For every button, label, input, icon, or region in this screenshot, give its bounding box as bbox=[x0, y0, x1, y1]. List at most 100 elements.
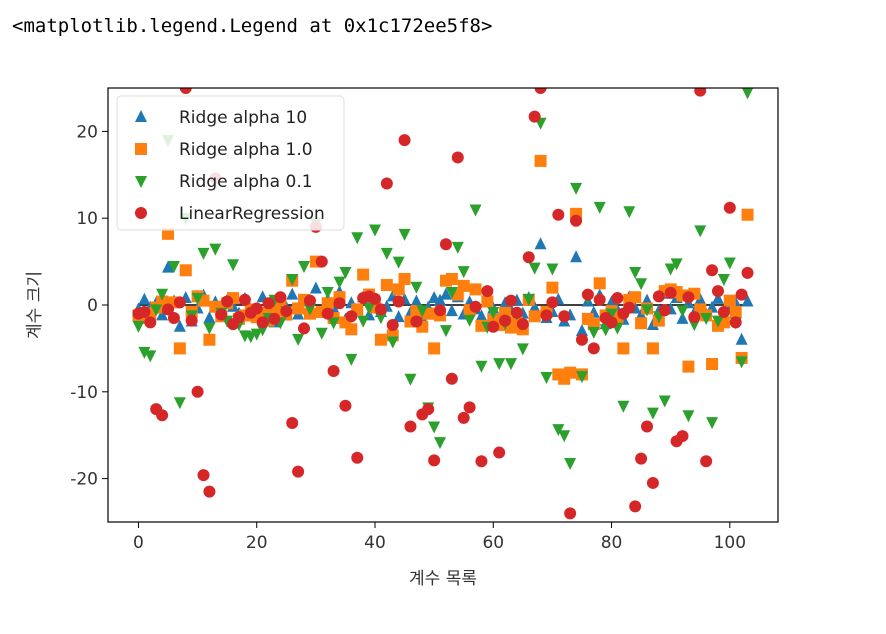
point bbox=[398, 228, 411, 241]
point bbox=[570, 214, 583, 227]
point bbox=[445, 304, 458, 317]
point bbox=[469, 204, 482, 217]
point bbox=[173, 296, 186, 309]
point bbox=[552, 208, 565, 221]
point bbox=[652, 290, 665, 303]
point bbox=[410, 315, 423, 328]
point bbox=[635, 452, 648, 465]
point bbox=[327, 317, 340, 330]
point bbox=[522, 251, 535, 264]
point bbox=[197, 247, 210, 260]
point bbox=[593, 201, 606, 214]
point bbox=[345, 353, 358, 366]
point bbox=[292, 333, 305, 346]
point bbox=[528, 310, 541, 323]
point bbox=[593, 277, 606, 290]
point bbox=[410, 281, 423, 294]
point bbox=[368, 292, 381, 305]
y-axis-label: 계수 크기 bbox=[25, 271, 45, 339]
point bbox=[534, 237, 547, 250]
point bbox=[723, 294, 736, 307]
point bbox=[575, 324, 588, 337]
point bbox=[439, 287, 452, 300]
point bbox=[162, 260, 175, 273]
point bbox=[221, 295, 234, 308]
point bbox=[321, 297, 334, 310]
point bbox=[434, 437, 447, 450]
point bbox=[398, 134, 411, 147]
point bbox=[552, 424, 565, 437]
point bbox=[534, 88, 547, 94]
point bbox=[457, 279, 470, 292]
point bbox=[386, 336, 399, 349]
point bbox=[629, 500, 642, 513]
point bbox=[185, 314, 198, 327]
point bbox=[735, 356, 748, 369]
point bbox=[558, 430, 571, 443]
point bbox=[173, 319, 186, 332]
x-axis-label: 계수 목록 bbox=[409, 569, 477, 589]
point bbox=[493, 358, 506, 371]
point bbox=[688, 311, 701, 324]
point bbox=[575, 371, 588, 384]
point bbox=[374, 333, 387, 346]
y-tick-label: -20 bbox=[70, 470, 98, 490]
point bbox=[516, 318, 529, 331]
point bbox=[505, 294, 518, 307]
y-tick-label: -10 bbox=[70, 383, 98, 403]
point bbox=[564, 507, 577, 520]
point bbox=[741, 208, 754, 221]
x-tick-label: 100 bbox=[714, 533, 746, 553]
point bbox=[392, 295, 405, 308]
point bbox=[676, 305, 689, 318]
point bbox=[676, 311, 689, 324]
point bbox=[481, 295, 494, 308]
point bbox=[605, 316, 618, 329]
point bbox=[587, 342, 600, 355]
point bbox=[363, 302, 376, 315]
point bbox=[711, 291, 724, 304]
point bbox=[398, 272, 411, 285]
point bbox=[162, 303, 175, 316]
point bbox=[729, 316, 742, 329]
point bbox=[392, 310, 405, 323]
point bbox=[203, 333, 216, 346]
y-tick-label: 10 bbox=[76, 209, 98, 229]
point bbox=[357, 268, 370, 281]
point bbox=[286, 273, 299, 286]
point bbox=[457, 411, 470, 424]
point bbox=[191, 293, 204, 306]
point bbox=[162, 227, 175, 240]
point bbox=[623, 206, 636, 219]
point bbox=[280, 305, 293, 318]
point bbox=[570, 250, 583, 263]
y-tick-label: 0 bbox=[87, 296, 98, 316]
point bbox=[676, 430, 689, 443]
point bbox=[540, 372, 553, 385]
point bbox=[528, 262, 541, 275]
point bbox=[735, 332, 748, 345]
point bbox=[741, 266, 754, 279]
point bbox=[564, 457, 577, 470]
point bbox=[694, 88, 707, 97]
legend-label: Ridge alpha 1.0 bbox=[179, 140, 313, 160]
point bbox=[528, 110, 541, 123]
point bbox=[487, 306, 500, 319]
point bbox=[428, 342, 441, 355]
point bbox=[333, 276, 346, 289]
point bbox=[351, 232, 364, 245]
point bbox=[493, 446, 506, 459]
point bbox=[629, 291, 642, 304]
point bbox=[505, 358, 518, 371]
point bbox=[623, 301, 636, 314]
point bbox=[144, 350, 157, 363]
point bbox=[717, 305, 730, 318]
point bbox=[635, 278, 648, 291]
point bbox=[646, 407, 659, 420]
point bbox=[593, 293, 606, 306]
point bbox=[250, 302, 263, 315]
point bbox=[463, 314, 476, 327]
point bbox=[209, 243, 222, 256]
point bbox=[167, 260, 180, 273]
